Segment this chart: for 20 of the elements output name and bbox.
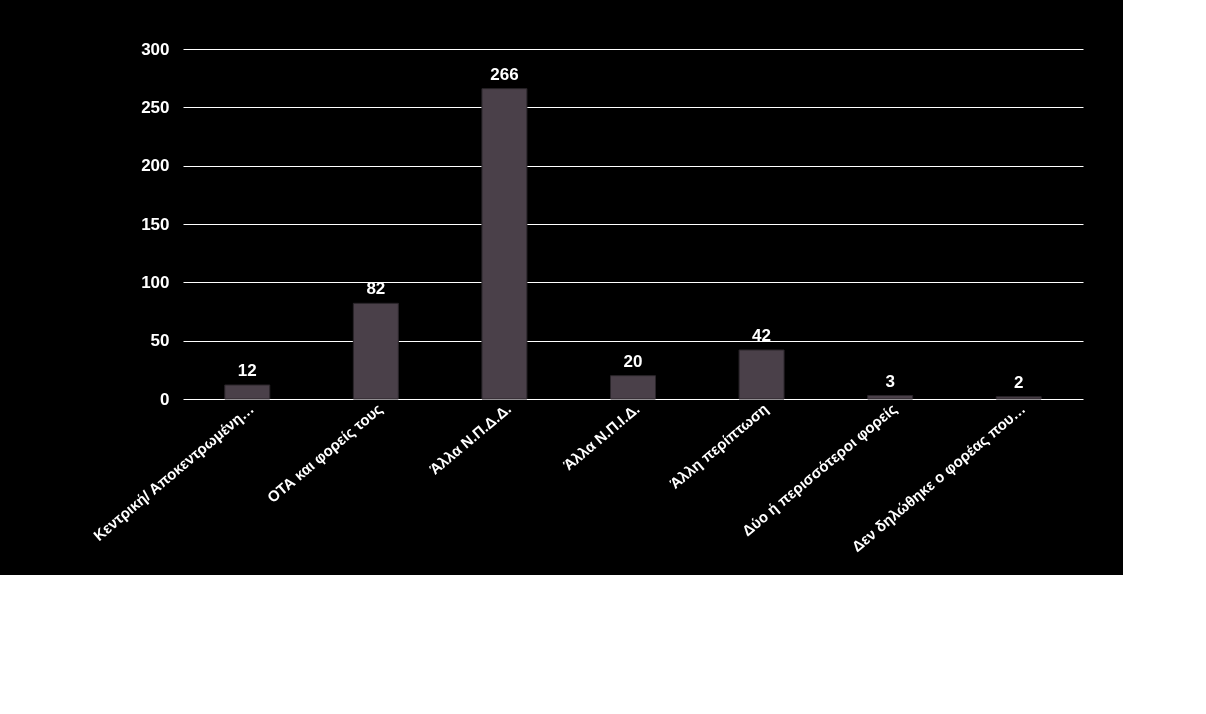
data-label: 42 [752,326,772,345]
y-tick-label: 50 [150,331,170,351]
bar [738,349,785,400]
bar [867,395,914,400]
bar [224,384,271,400]
bar [352,302,399,400]
y-tick-label: 150 [141,214,170,234]
y-tick-label: 200 [141,156,170,176]
bar [610,375,656,400]
data-label: 2 [1013,372,1024,392]
data-label: 266 [490,64,519,84]
bar [995,396,1042,400]
y-tick-label: 100 [141,272,170,292]
y-tick-label: 250 [141,97,170,117]
data-label: 20 [623,351,643,371]
y-tick-label: 0 [160,389,170,409]
data-label: 3 [885,371,895,391]
bar [481,88,528,400]
y-tick-label: 300 [141,39,170,59]
data-label: 12 [237,361,257,380]
